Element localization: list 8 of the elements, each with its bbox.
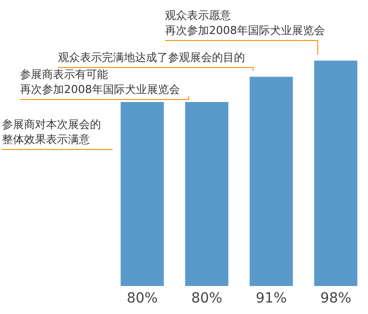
text: 参展商对本次展会的整体效果表示满意 <box>2 118 101 146</box>
data-label: 80% <box>191 290 222 307</box>
annotation: 参展商表示有可能再次参加2008年国际犬业展览会 <box>20 68 180 96</box>
text: 观众表示愿意再次参加2008年国际犬业展览会 <box>165 9 325 37</box>
data-label: 98% <box>320 290 352 307</box>
annotation: 观众表示完满地达成了参观展会的目的 <box>58 51 245 64</box>
data-label: 91% <box>256 290 287 307</box>
data-label: 80% <box>126 290 158 307</box>
